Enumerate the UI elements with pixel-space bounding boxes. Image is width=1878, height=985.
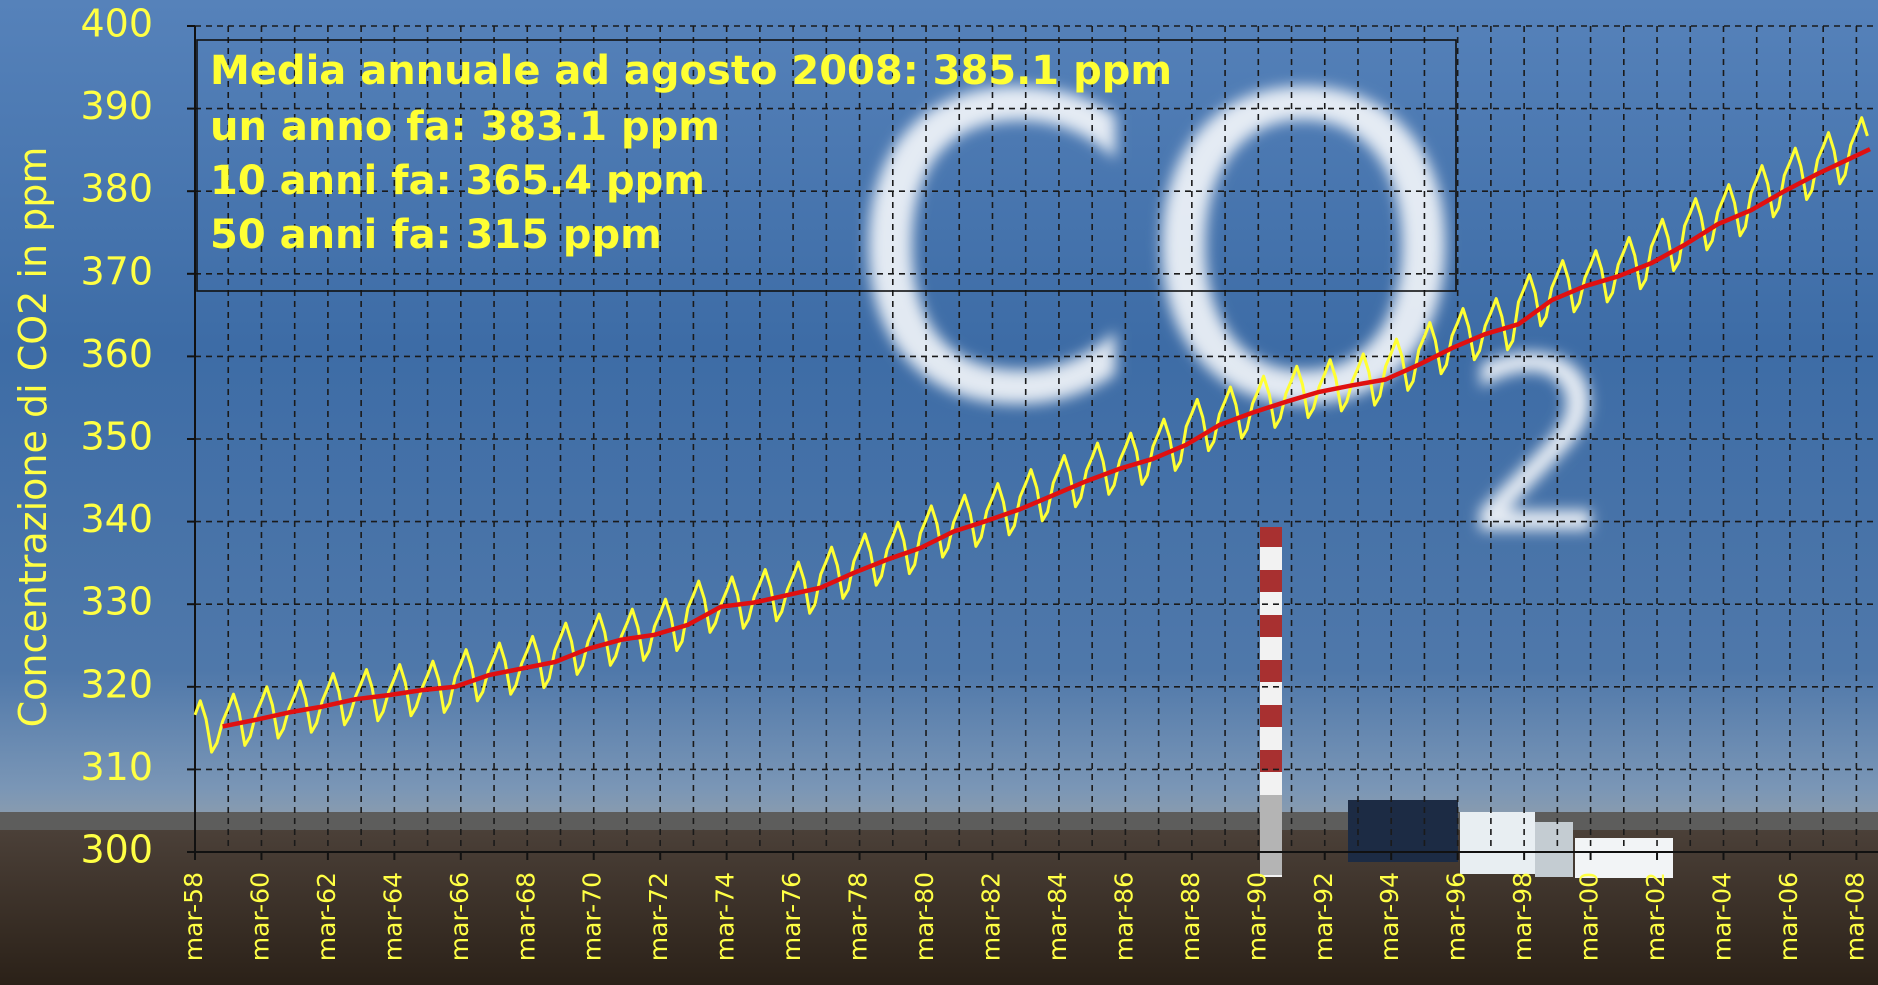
annotation-box (196, 39, 1457, 292)
x-tick-label: mar-62 (312, 872, 341, 961)
x-tick-label: mar-72 (644, 872, 673, 961)
x-tick-label: mar-70 (578, 872, 607, 961)
x-tick-label: mar-82 (976, 872, 1005, 961)
annotation: 50 anni fa: 315 ppm (210, 212, 662, 258)
y-tick-label: 390 (80, 84, 153, 128)
x-tick-label: mar-58 (179, 872, 208, 961)
axes: 300 310 320 330 340 350 360 370 380 390 400 mar-58 m… (80, 2, 1878, 961)
horizon (0, 812, 1878, 832)
x-tick-label: mar-80 (910, 872, 939, 961)
x-tick-label: mar-84 (1043, 872, 1072, 961)
chimney (1260, 527, 1282, 877)
x-tick-label: mar-64 (378, 872, 407, 961)
y-tick-label: 320 (80, 662, 153, 706)
x-tick-label: mar-96 (1442, 872, 1471, 961)
series-line (222, 147, 1871, 729)
plot (193, 116, 1871, 754)
x-tick-label: mar-94 (1375, 872, 1404, 961)
y-axis-label: Concentrazione di CO2 in ppm (11, 147, 55, 728)
x-tick-label: mar-00 (1575, 872, 1604, 961)
y-tick-label: 370 (80, 249, 153, 293)
y-tick-label: 350 (80, 415, 153, 459)
x-tick-label: mar-06 (1774, 872, 1803, 961)
y-tick-label: 340 (80, 497, 153, 541)
x-tick-label: mar-02 (1641, 872, 1670, 961)
watermark-sub: 2 (1462, 307, 1615, 587)
y-tick-label: 330 (80, 580, 153, 624)
x-tick-label: mar-68 (511, 872, 540, 961)
x-tick-label: mar-66 (445, 872, 474, 961)
x-tick-label: mar-74 (711, 872, 740, 961)
annotation: 10 anni fa: 365.4 ppm (210, 158, 705, 204)
y-tick-label: 360 (80, 332, 153, 376)
x-tick-label: mar-98 (1508, 872, 1537, 961)
watermark: CO 2 (845, 9, 1615, 587)
y-tick-label: 380 (80, 167, 153, 211)
x-tick-label: mar-04 (1707, 872, 1736, 961)
x-tick-label: mar-88 (1176, 872, 1205, 961)
x-tick-label: mar-78 (844, 872, 873, 961)
x-tick-label: mar-92 (1309, 872, 1338, 961)
watermark-main: CO (845, 9, 1469, 498)
annotation: Media annuale ad agosto 2008: 385.1 ppm (210, 48, 1172, 94)
annotation: un anno fa: 383.1 ppm (210, 104, 720, 150)
x-tick-label: mar-90 (1242, 872, 1271, 961)
y-tick-label: 400 (80, 2, 153, 46)
x-tick-label: mar-76 (777, 872, 806, 961)
building (1460, 812, 1535, 874)
x-tick-label: mar-08 (1840, 872, 1869, 961)
y-tick-label: 300 (80, 828, 153, 872)
y-tick-label: 310 (80, 745, 153, 789)
x-tick-label: mar-60 (245, 872, 274, 961)
building (1535, 822, 1573, 877)
x-tick-label: mar-86 (1109, 872, 1138, 961)
